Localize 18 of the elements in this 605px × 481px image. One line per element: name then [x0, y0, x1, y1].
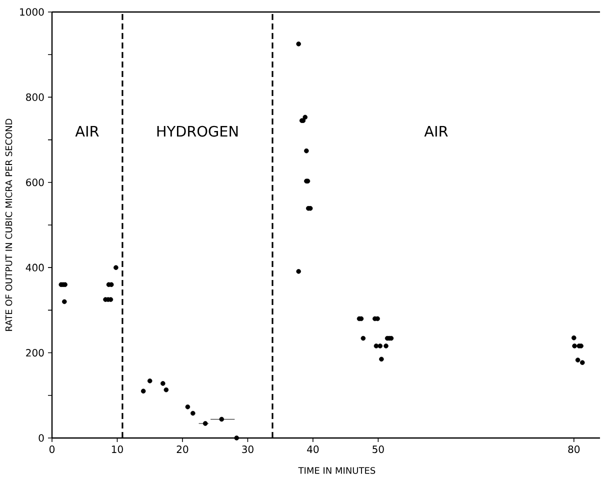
y-tick-label: 0 — [38, 434, 44, 442]
x-axis-title: TIME IN MINUTES — [298, 467, 376, 474]
y-axis-title: RATE OF OUTPUT IN CUBIC MICRA PER SECOND — [5, 118, 12, 331]
annotation: AIR — [75, 126, 99, 137]
x-tick-label: 40 — [307, 446, 319, 454]
y-tick-label: 200 — [26, 348, 44, 357]
x-tick-label: 30 — [242, 446, 254, 454]
x-tick-label: 10 — [112, 446, 123, 454]
y-tick-label: 1000 — [20, 8, 44, 16]
y-tick-label: 800 — [26, 93, 44, 101]
annotation: AIR — [424, 126, 448, 137]
annotation: HYDROGEN — [157, 126, 238, 137]
x-tick-label: 20 — [176, 446, 188, 454]
x-tick-label: 50 — [372, 446, 384, 454]
x-tick-label: 0 — [49, 446, 55, 454]
y-tick-label: 600 — [26, 178, 44, 186]
x-tick-label: 80 — [568, 446, 580, 454]
y-tick-label: 400 — [26, 264, 44, 272]
